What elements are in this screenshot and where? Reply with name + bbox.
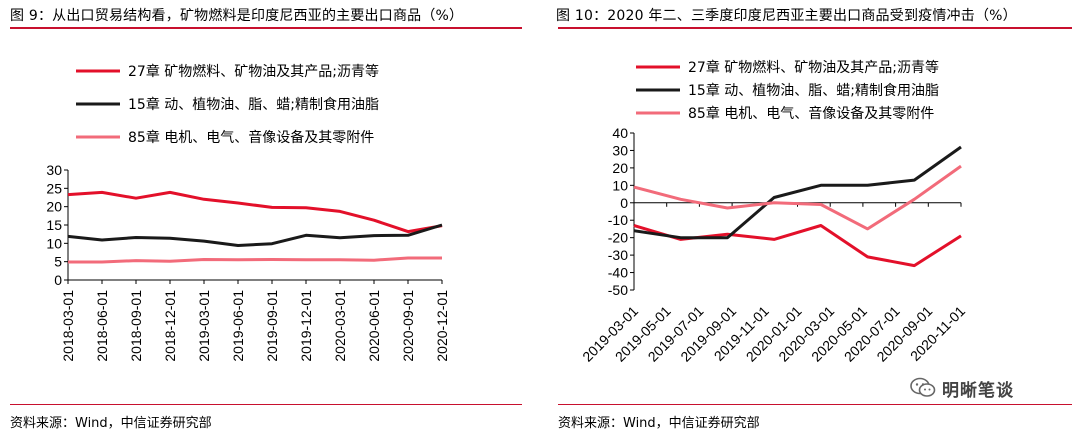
legend-entry: 27章 矿物燃料、矿物油及其产品;沥青等 (688, 59, 939, 76)
y-tick-label: -50 (608, 282, 628, 298)
y-tick-label: 25 (46, 180, 62, 196)
source-rule (558, 404, 1072, 405)
line-chart-export-structure: 0 5 10 15 20 25 30 2018-03-01 2018-06-01 2018-09-… (46, 63, 450, 362)
title-rule (10, 27, 522, 29)
chart-panel-right: 图 10：2020 年二、三季度印度尼西亚主要出口商品受到疫情冲击（%） 40 3… (548, 0, 1080, 438)
x-tick-label: 2020-12-01 (434, 290, 450, 362)
y-tick-label: 0 (54, 272, 62, 288)
y-tick-label: 30 (46, 162, 62, 178)
legend-entry: 15章 动、植物油、脂、蜡;精制食用油脂 (128, 96, 379, 113)
legend-entry: 27章 矿物燃料、矿物油及其产品;沥青等 (128, 63, 379, 80)
x-tick-label: 2020-03-01 (332, 290, 348, 362)
y-tick-label: 20 (46, 199, 62, 215)
y-tick-label: -20 (608, 230, 628, 246)
x-tick-label: 2019-09-01 (264, 290, 280, 362)
y-tick-label: 5 (54, 254, 62, 270)
y-tick-label: 10 (46, 235, 62, 251)
y-tick-label: 10 (612, 177, 628, 193)
source-rule (10, 404, 522, 405)
series-line-3 (68, 256, 442, 264)
legend-entry: 15章 动、植物油、脂、蜡;精制食用油脂 (688, 82, 939, 99)
series-line-2 (633, 145, 962, 240)
chart-panel-left: 图 9：从出口贸易结构看，矿物燃料是印度尼西亚的主要出口商品（%） 0 5 10 15… (0, 0, 530, 438)
series-line-2 (67, 223, 443, 247)
line-chart-covid-impact: 403020100-10-20-30-40-502019-03-012019-0… (579, 59, 968, 365)
legend-entry: 85章 电机、电气、音像设备及其零附件 (688, 105, 934, 122)
chart-title: 图 9：从出口贸易结构看，矿物燃料是印度尼西亚的主要出口商品（%） (10, 8, 464, 24)
y-tick-label: 15 (46, 217, 62, 233)
y-tick-label: -10 (608, 212, 628, 228)
wechat-icon (910, 377, 936, 397)
x-tick-label: 2019-06-01 (230, 290, 246, 362)
chart-source: 资料来源：Wind，中信证券研究部 (10, 416, 212, 431)
watermark: 明晰笔谈 (910, 376, 1014, 401)
x-tick-label: 2020-09-01 (400, 290, 416, 362)
x-tick-label: 2019-03-01 (196, 290, 212, 362)
x-tick-label: 2018-03-01 (60, 290, 76, 362)
chart-title: 图 10：2020 年二、三季度印度尼西亚主要出口商品受到疫情冲击（%） (556, 8, 1017, 24)
chart-source: 资料来源：Wind，中信证券研究部 (558, 416, 760, 431)
y-tick-label: 0 (620, 195, 628, 211)
series-line-1 (633, 224, 962, 268)
watermark-text: 明晰笔谈 (942, 380, 1014, 401)
x-tick-label: 2018-06-01 (94, 290, 110, 362)
x-tick-label: 2019-12-01 (298, 290, 314, 362)
y-tick-label: 30 (612, 142, 628, 158)
x-tick-label: 2020-06-01 (366, 290, 382, 362)
legend-entry: 85章 电机、电气、音像设备及其零附件 (128, 129, 374, 146)
title-rule (558, 27, 1072, 29)
y-tick-label: -40 (608, 265, 628, 281)
series-line-3 (633, 164, 962, 231)
y-tick-label: -30 (608, 247, 628, 263)
x-tick-label: 2018-12-01 (162, 290, 178, 362)
y-tick-label: 20 (612, 160, 628, 176)
x-tick-label: 2018-09-01 (128, 290, 144, 362)
series-line-1 (67, 190, 443, 234)
y-tick-label: 40 (612, 125, 628, 141)
